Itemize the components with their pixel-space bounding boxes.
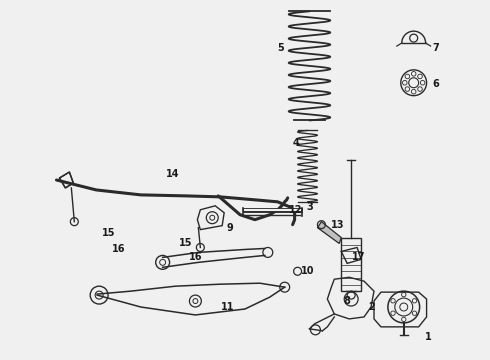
Text: 6: 6 xyxy=(432,79,439,89)
Text: 9: 9 xyxy=(227,222,234,233)
Text: 16: 16 xyxy=(189,252,202,262)
Text: 16: 16 xyxy=(112,244,126,255)
Text: 4: 4 xyxy=(292,138,299,148)
Text: 8: 8 xyxy=(344,296,351,306)
Text: 17: 17 xyxy=(352,252,366,262)
Polygon shape xyxy=(59,172,74,188)
Text: 5: 5 xyxy=(277,43,284,53)
Text: 14: 14 xyxy=(166,169,179,179)
Text: 11: 11 xyxy=(221,302,235,312)
Text: 13: 13 xyxy=(331,220,344,230)
Text: 12: 12 xyxy=(289,205,302,215)
Text: 10: 10 xyxy=(301,266,314,276)
Text: 1: 1 xyxy=(425,332,432,342)
Text: 15: 15 xyxy=(102,228,116,238)
Text: 3: 3 xyxy=(306,202,313,212)
Text: 2: 2 xyxy=(368,302,375,312)
Polygon shape xyxy=(318,222,341,243)
Text: 15: 15 xyxy=(179,238,192,248)
Text: 7: 7 xyxy=(432,43,439,53)
